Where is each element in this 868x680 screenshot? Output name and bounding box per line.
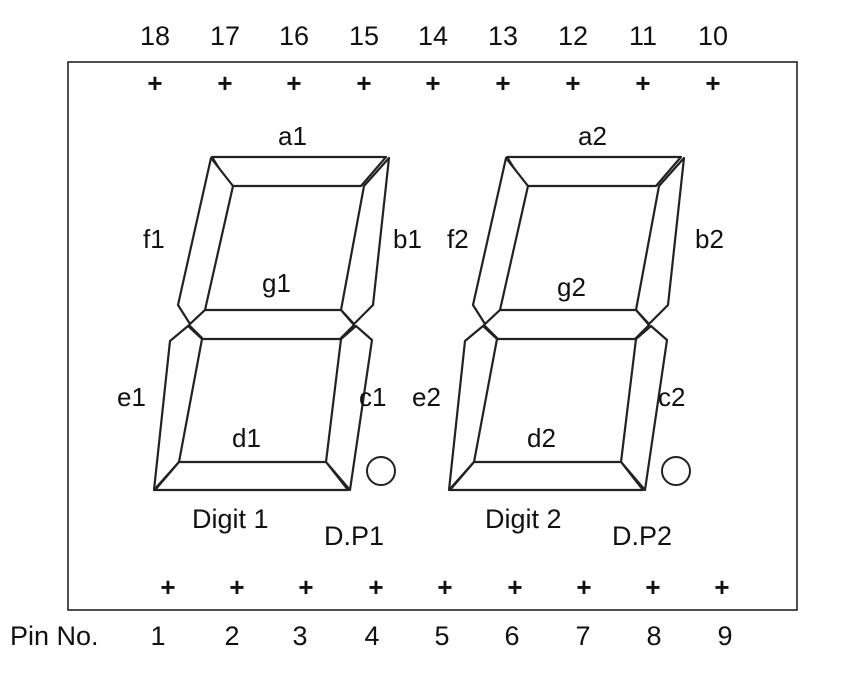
segment-f2: [471, 156, 530, 326]
pin-11-label: 11: [629, 21, 657, 51]
segment-label-a2: a2: [578, 121, 607, 151]
segment-label-f1: f1: [143, 224, 165, 254]
dp1-label: D.P1: [324, 521, 384, 551]
pin-marker: +: [217, 68, 232, 98]
pin-3-label: 3: [292, 621, 307, 651]
digit-2-label: Digit 2: [485, 504, 562, 534]
pin-marker: +: [368, 572, 383, 602]
digit-1-label: Digit 1: [192, 504, 269, 534]
segment-d1: [153, 460, 350, 492]
pin-marker: +: [356, 68, 371, 98]
bottom-pin-markers: + + + + + + + + +: [160, 572, 729, 602]
top-pin-numbers: 18 17 16 15 14 13 12 11 10: [140, 21, 728, 51]
segment-label-b2: b2: [695, 224, 724, 254]
pin-marker: +: [160, 572, 175, 602]
pin-1-label: 1: [150, 621, 165, 651]
pin-marker: +: [437, 572, 452, 602]
pin-4-label: 4: [364, 621, 379, 651]
pin-2-label: 2: [224, 621, 239, 651]
segment-label-a1: a1: [278, 121, 307, 151]
pin-18-label: 18: [140, 21, 170, 51]
pin-marker: +: [286, 68, 301, 98]
segment-label-b1: b1: [393, 224, 422, 254]
segment-label-e1: e1: [117, 382, 146, 412]
digit-2-segments: [447, 155, 686, 492]
pin-8-label: 8: [646, 621, 661, 651]
pin-13-label: 13: [488, 21, 518, 51]
pin-marker: +: [147, 68, 162, 98]
pin-marker: +: [576, 572, 591, 602]
segment-label-f2: f2: [447, 224, 469, 254]
segment-a1: [210, 155, 388, 188]
pin-15-label: 15: [349, 21, 379, 51]
segment-d2: [448, 460, 645, 492]
pin-12-label: 12: [558, 21, 588, 51]
segment-a2: [505, 155, 683, 188]
digit-2: a2 f2 b2 g2 e2 c2 d2 Digit 2 D.P2: [412, 121, 724, 551]
pin-marker: +: [495, 68, 510, 98]
pin-marker: +: [298, 572, 313, 602]
dp2-label: D.P2: [612, 521, 672, 551]
pin-17-label: 17: [210, 21, 240, 51]
pin-7-label: 7: [575, 621, 590, 651]
pin-16-label: 16: [279, 21, 309, 51]
digit-1: a1 f1 b1 g1 e1 c1 d1 Digit 1 D.P1: [117, 121, 422, 551]
segment-label-c1: c1: [359, 382, 386, 412]
segment-label-d1: d1: [232, 423, 261, 453]
pin-marker: +: [507, 572, 522, 602]
segment-f1: [176, 156, 235, 326]
segment-label-e2: e2: [412, 382, 441, 412]
segment-g1: [187, 308, 356, 341]
decimal-point-2: [661, 456, 691, 486]
segment-label-g2: g2: [557, 272, 586, 302]
pin-marker: +: [635, 68, 650, 98]
pin-no-caption: Pin No.: [10, 621, 99, 651]
pin-9-label: 9: [717, 621, 732, 651]
decimal-point-1: [366, 456, 396, 486]
segment-label-c2: c2: [658, 382, 685, 412]
display-package-outline: [67, 61, 798, 611]
pin-marker: +: [425, 68, 440, 98]
digit-1-segments: [152, 155, 391, 492]
segment-label-d2: d2: [527, 423, 556, 453]
segment-label-g1: g1: [262, 268, 291, 298]
pin-marker: +: [645, 572, 660, 602]
pin-14-label: 14: [418, 21, 448, 51]
pin-5-label: 5: [434, 621, 449, 651]
pin-marker: +: [705, 68, 720, 98]
pin-6-label: 6: [504, 621, 519, 651]
segment-g2: [482, 308, 651, 341]
top-pin-markers: + + + + + + + + +: [147, 68, 720, 98]
pin-marker: +: [565, 68, 580, 98]
pin-marker: +: [714, 572, 729, 602]
pin-10-label: 10: [698, 21, 728, 51]
pin-marker: +: [229, 572, 244, 602]
bottom-pin-numbers: 1 2 3 4 5 6 7 8 9: [150, 621, 732, 651]
